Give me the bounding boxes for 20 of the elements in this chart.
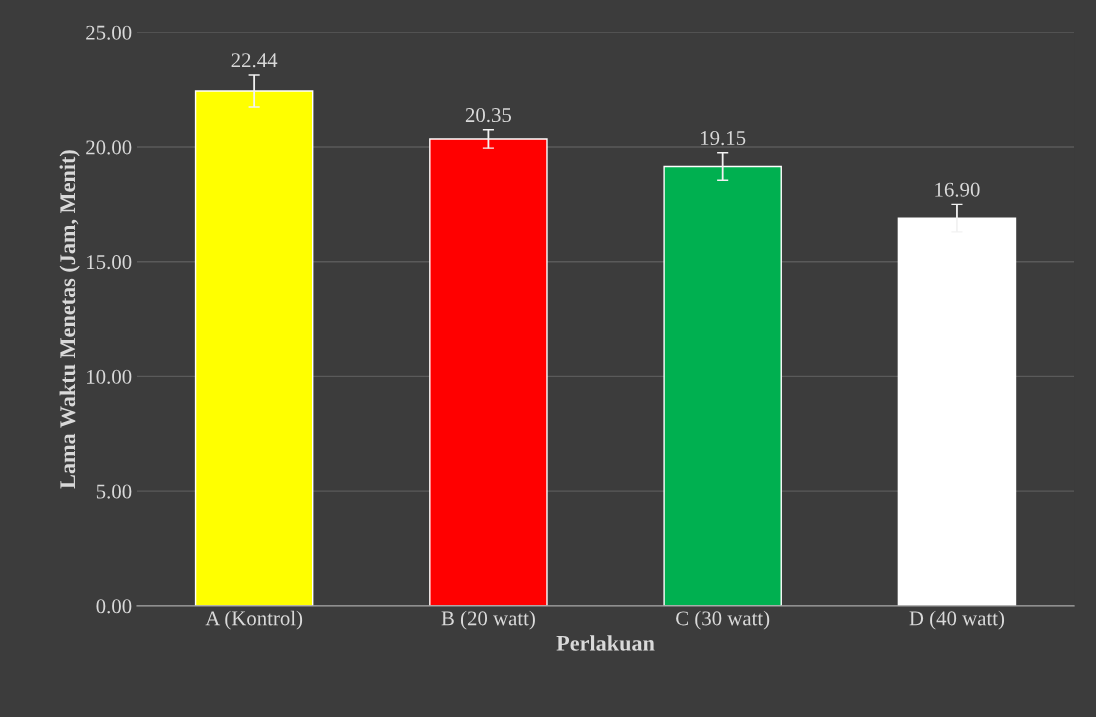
- y-tick-label: 20.00: [86, 140, 132, 155]
- bar: [663, 165, 782, 606]
- x-tick-label: C (30 watt): [676, 610, 770, 630]
- bar: [897, 217, 1017, 606]
- y-tick-label: 0.00: [96, 599, 132, 614]
- y-tick-label: 25.00: [86, 25, 132, 40]
- data-label: 20.35: [465, 108, 512, 123]
- data-label: 19.15: [701, 131, 746, 146]
- y-axis-title: Lama Waktu Menetas (Jam, Menit): [59, 150, 80, 489]
- data-label: 22.44: [231, 53, 278, 68]
- data-label: 16.90: [935, 182, 980, 197]
- y-tick-label: 5.00: [96, 484, 132, 499]
- y-tick-label: 10.00: [87, 369, 132, 384]
- x-axis-title: Perlakuan: [556, 635, 655, 651]
- bar: [194, 90, 314, 606]
- y-tick-label: 15.00: [87, 255, 132, 270]
- x-tick-label: D (40 watt): [909, 610, 1005, 630]
- x-tick-label: A (Kontrol): [205, 610, 303, 630]
- x-tick-label: B (20 watt): [441, 610, 535, 630]
- bar: [429, 138, 548, 606]
